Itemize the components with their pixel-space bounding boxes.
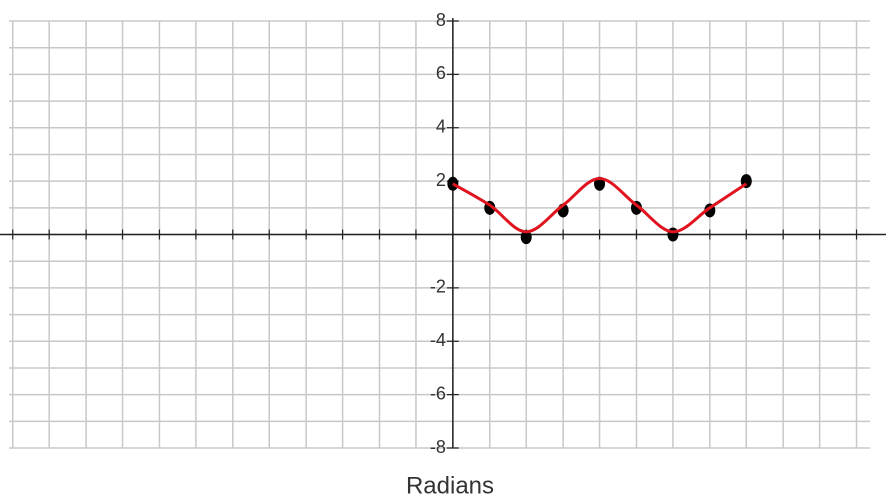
y-tick-label: 6 (436, 63, 446, 83)
data-point (520, 230, 532, 245)
y-tick-label: -2 (430, 277, 446, 297)
y-tick-label: 4 (436, 117, 446, 137)
fit-curve (452, 176, 748, 234)
x-axis-label: Radians (406, 472, 494, 499)
data-point (594, 176, 606, 191)
y-tick-label: -6 (430, 383, 446, 403)
y-tick-label: 8 (436, 10, 446, 30)
y-tick-label: -4 (430, 330, 446, 350)
y-tick-label: 2 (436, 170, 446, 190)
y-tick-label: -8 (430, 437, 446, 457)
